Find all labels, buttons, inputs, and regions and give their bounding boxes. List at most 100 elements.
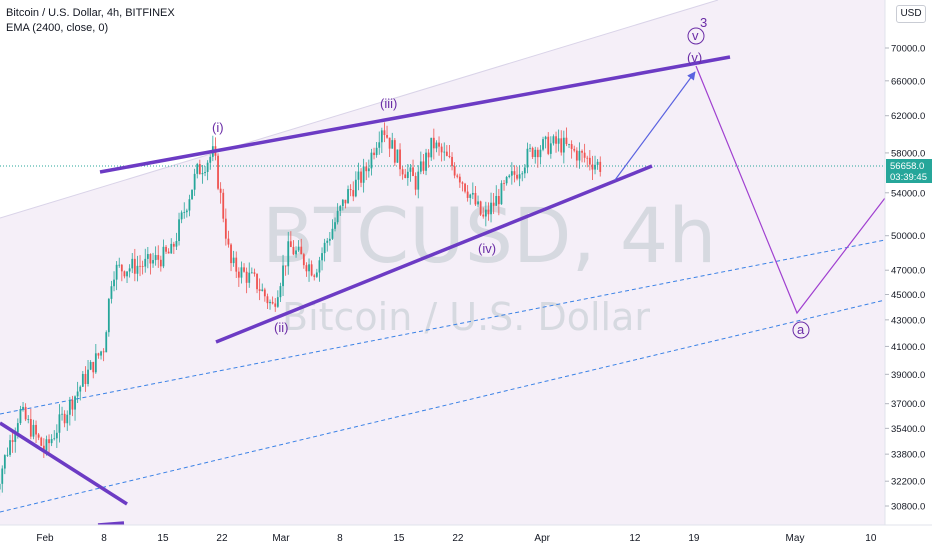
wave-label-v-paren: (v) — [687, 50, 702, 65]
candle-body — [529, 147, 531, 149]
candle-body — [0, 483, 1, 490]
candle-body — [492, 202, 495, 206]
candle-body — [573, 148, 576, 151]
candle-body — [451, 156, 453, 167]
time-axis-tick-label: Mar — [272, 533, 290, 544]
long-term-channel-upper-edge — [0, 0, 719, 219]
price-axis-tick-label: 32200.0 — [891, 477, 925, 488]
wave-label-i: (i) — [212, 120, 224, 135]
indicator-title[interactable]: EMA (2400, close, 0) — [6, 22, 109, 34]
candle-body — [393, 140, 396, 163]
candle-body — [191, 189, 193, 200]
candle-body — [373, 152, 375, 156]
price-axis-tick-label: 35400.0 — [891, 424, 925, 435]
time-axis[interactable]: Feb 8 15 22 Mar 8 15 22 Apr 12 19 May 10 — [36, 533, 876, 544]
candle-body — [63, 413, 66, 424]
candle-body — [1, 468, 4, 484]
candle-body — [531, 147, 534, 158]
candle-body — [55, 432, 58, 439]
time-axis-tick-label: 22 — [216, 533, 228, 544]
candle-body — [66, 414, 69, 424]
candle-body — [167, 251, 170, 254]
candle-body — [193, 173, 196, 190]
candle-body — [9, 440, 11, 455]
candle-body — [87, 369, 89, 384]
candle-body — [362, 166, 365, 183]
candle-body — [45, 439, 48, 451]
candle-body — [464, 183, 466, 192]
downtrend-left-line[interactable] — [0, 421, 128, 506]
candle-body — [131, 258, 134, 269]
candle-body — [313, 275, 316, 277]
candle-body — [370, 152, 373, 169]
candle-body — [32, 424, 35, 437]
time-axis-tick-label: May — [786, 533, 805, 544]
price-axis-tick-label: 43000.0 — [891, 315, 925, 326]
candle-body — [222, 192, 225, 219]
candle-body — [419, 161, 422, 172]
candle-body — [84, 373, 87, 384]
currency-button[interactable]: USD — [896, 5, 926, 23]
candle-body — [471, 192, 474, 195]
candle-body — [396, 149, 399, 163]
price-axis-tick-label: 58000.0 — [891, 148, 925, 159]
candle-body — [89, 361, 92, 370]
candle-body — [599, 161, 602, 172]
candle-body — [560, 138, 563, 153]
candle-body — [412, 167, 414, 177]
price-axis[interactable]: 70000.0 66000.0 62000.0 58000.0 54000.0 50000… — [885, 44, 925, 513]
candle-body — [97, 353, 100, 356]
candle-body — [523, 167, 526, 174]
candle-body — [594, 164, 596, 170]
candle-body — [466, 191, 469, 198]
candle-body — [287, 241, 290, 267]
candle-body — [115, 264, 118, 280]
candle-body — [323, 242, 326, 254]
wave-label-v-circled: v — [692, 28, 699, 43]
candle-body — [68, 399, 71, 415]
candle-body — [24, 406, 27, 420]
time-axis-tick-label: 8 — [337, 533, 343, 544]
chart-legend: Bitcoin / U.S. Dollar, 4h, BITFINEX EMA … — [6, 6, 175, 36]
lower-channel-line[interactable] — [215, 164, 653, 344]
candle-body — [11, 440, 14, 442]
candle-body — [120, 264, 123, 272]
candle-body — [422, 161, 425, 171]
candle-body — [50, 439, 53, 444]
price-axis-tick-label: 41000.0 — [891, 342, 925, 353]
time-axis-tick-label: 8 — [101, 533, 107, 544]
candle-body — [479, 201, 482, 215]
candle-body — [562, 137, 565, 153]
candle-body — [136, 265, 139, 274]
symbol-title[interactable]: Bitcoin / U.S. Dollar, 4h, BITFINEX — [6, 7, 175, 19]
candle-body — [289, 241, 292, 247]
candle-body — [487, 209, 490, 215]
candle-body — [477, 201, 479, 205]
price-axis-tick-label: 45000.0 — [891, 290, 925, 301]
candle-body — [102, 351, 105, 353]
candle-body — [547, 136, 550, 154]
candle-body — [227, 238, 230, 245]
candle-body — [534, 149, 537, 158]
candle-body — [443, 151, 446, 153]
candle-body — [448, 155, 451, 157]
upper-channel-line[interactable] — [99, 55, 731, 174]
candle-body — [118, 264, 121, 266]
candle-body — [170, 243, 173, 254]
candle-body — [61, 413, 63, 415]
candle-body — [432, 137, 435, 149]
candle-body — [100, 351, 102, 356]
candle-body — [110, 286, 113, 299]
candle-body — [292, 246, 295, 255]
wave-label-ii: (ii) — [274, 320, 288, 335]
candle-body — [269, 301, 271, 304]
candle-body — [258, 289, 261, 291]
wave-label-3: 3 — [700, 15, 707, 30]
candle-body — [224, 218, 227, 239]
candle-body — [175, 241, 178, 247]
candle-body — [48, 439, 50, 444]
time-axis-tick-label: 19 — [688, 533, 700, 544]
candle-body — [172, 243, 175, 247]
